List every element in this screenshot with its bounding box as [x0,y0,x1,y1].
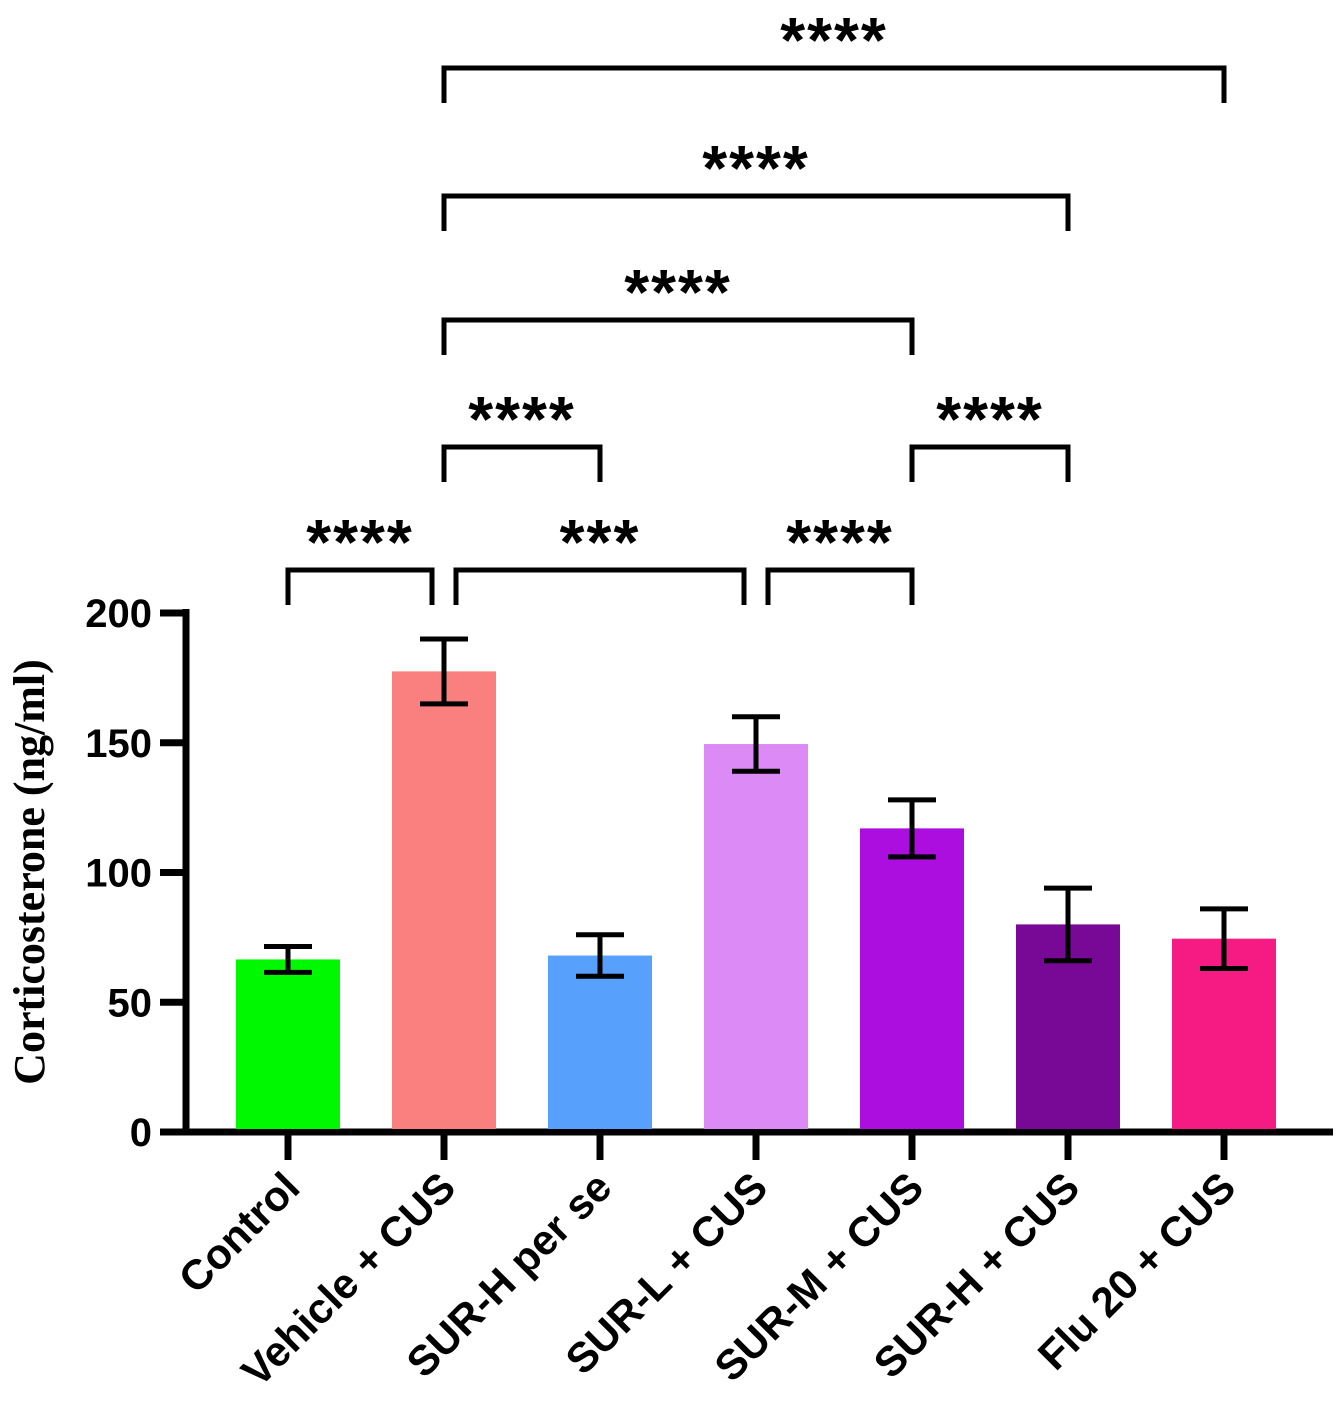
significance-label: **** [306,506,414,578]
significance-bracket [909,444,1071,482]
significance-bracket [453,567,747,605]
significance-bracket [441,444,603,482]
y-tick-label: 150 [85,722,152,766]
significance-bracket [441,65,1227,103]
significance-bracket [441,193,1071,231]
bar [704,744,808,1129]
bar [548,955,652,1129]
y-axis-label: Corticosterone (ng/ml) [5,659,54,1085]
significance-bracket [441,317,915,355]
bar [860,828,964,1129]
bar [236,959,340,1129]
y-tick-label: 100 [85,852,152,896]
significance-label: **** [936,383,1044,455]
significance-bracket [765,567,915,605]
x-tick-label: Control [170,1163,309,1302]
axes: 0 50 100 150 200 [85,592,1333,1160]
significance-label: **** [468,383,576,455]
y-tick-label: 0 [130,1111,152,1155]
error-bars [264,636,1248,979]
significance-label: **** [786,506,894,578]
significance-brackets: **** *** ******** **************** [285,4,1227,605]
significance-label: **** [780,4,888,76]
significance-bracket [285,567,435,605]
y-tick-label: 50 [108,981,153,1025]
significance-label: **** [624,256,732,328]
significance-label: **** [702,132,810,204]
y-tick-label: 200 [85,592,152,636]
bar [392,671,496,1129]
significance-label: *** [560,506,641,578]
